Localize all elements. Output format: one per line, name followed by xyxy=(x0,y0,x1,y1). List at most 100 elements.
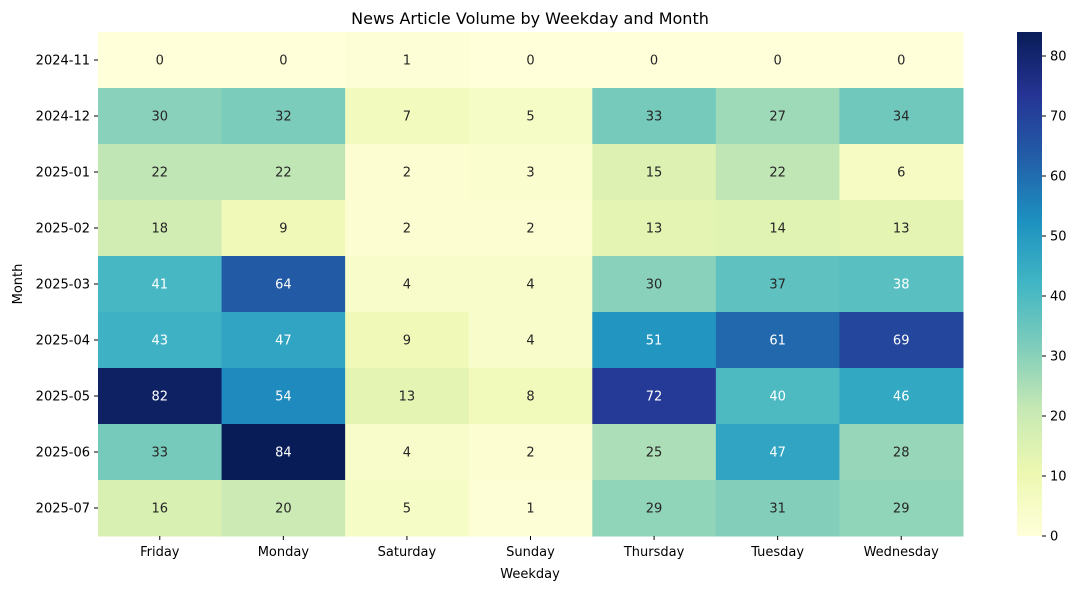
heatmap-cell xyxy=(468,424,593,481)
cell-value-label: 27 xyxy=(769,110,786,125)
heatmap-cell xyxy=(345,88,470,145)
heatmap-cell xyxy=(221,368,346,425)
cell-value-label: 13 xyxy=(893,222,910,237)
heatmap-cell xyxy=(221,32,346,89)
cell-value-label: 40 xyxy=(769,390,786,405)
cell-value-label: 41 xyxy=(152,278,169,293)
heatmap-cell xyxy=(345,32,470,89)
y-tick-label: 2025-03 xyxy=(36,278,90,293)
cell-value-label: 13 xyxy=(399,390,416,405)
cell-value-label: 9 xyxy=(279,222,287,237)
cell-value-label: 0 xyxy=(897,54,905,69)
cell-value-label: 47 xyxy=(275,334,292,349)
heatmap-cell xyxy=(715,312,840,369)
heatmap-cell xyxy=(468,368,593,425)
heatmap-cell xyxy=(839,480,964,537)
cell-value-label: 5 xyxy=(526,110,534,125)
x-tick-labels: Friday Monday Saturday Sunday Thursday Tuesda… xyxy=(140,536,939,560)
heatmap-cell xyxy=(715,32,840,89)
heatmap-cell xyxy=(715,88,840,145)
heatmap-cell xyxy=(468,88,593,145)
heatmap-cell xyxy=(345,424,470,481)
cell-value-label: 8 xyxy=(526,390,534,405)
heatmap-cell xyxy=(345,368,470,425)
heatmap-cell xyxy=(345,256,470,313)
heatmap-cell xyxy=(221,88,346,145)
cell-value-label: 0 xyxy=(526,54,534,69)
heatmap-cell xyxy=(839,256,964,313)
cell-value-label: 0 xyxy=(650,54,658,69)
cell-value-label: 18 xyxy=(152,222,169,237)
cell-value-label: 29 xyxy=(646,502,663,517)
cell-value-label: 0 xyxy=(773,54,781,69)
heatmap-cell xyxy=(592,256,717,313)
colorbar-tick-label: 30 xyxy=(1050,350,1067,365)
chart-title: News Article Volume by Weekday and Month xyxy=(351,9,709,28)
heatmap-cell xyxy=(98,32,223,89)
cell-value-label: 32 xyxy=(275,110,292,125)
cell-value-label: 4 xyxy=(403,446,411,461)
heatmap-cell xyxy=(839,368,964,425)
cell-value-label: 34 xyxy=(893,110,910,125)
heatmap-cell xyxy=(98,88,223,145)
y-tick-label: 2024-11 xyxy=(36,54,90,69)
cell-value-label: 2 xyxy=(526,446,534,461)
heatmap-cell xyxy=(221,144,346,201)
heatmap-cell xyxy=(98,256,223,313)
heatmap-cell xyxy=(839,312,964,369)
y-tick-label: 2024-12 xyxy=(36,110,90,125)
cell-value-label: 22 xyxy=(152,166,169,181)
heatmap-cell xyxy=(839,200,964,257)
heatmap-cell xyxy=(839,32,964,89)
heatmap-cell xyxy=(592,424,717,481)
y-tick-label: 2025-02 xyxy=(36,222,90,237)
heatmap-cell xyxy=(221,312,346,369)
cell-value-label: 37 xyxy=(769,278,786,293)
cell-value-label: 1 xyxy=(403,54,411,69)
heatmap-cell xyxy=(468,32,593,89)
cell-value-label: 38 xyxy=(893,278,910,293)
colorbar-gradient xyxy=(1017,32,1042,536)
cell-value-label: 25 xyxy=(646,446,663,461)
cell-value-label: 1 xyxy=(526,502,534,517)
colorbar-tick-label: 50 xyxy=(1050,230,1067,245)
cell-value-label: 4 xyxy=(403,278,411,293)
cell-value-label: 0 xyxy=(279,54,287,69)
heatmap-cell xyxy=(345,144,470,201)
y-tick-label: 2025-05 xyxy=(36,390,90,405)
heatmap-cell xyxy=(839,88,964,145)
heatmap-cell xyxy=(715,480,840,537)
cell-value-label: 30 xyxy=(646,278,663,293)
colorbar-tick-label: 20 xyxy=(1050,410,1067,425)
heatmap-cell xyxy=(592,312,717,369)
x-tick-label: Friday xyxy=(140,545,180,560)
cell-value-label: 22 xyxy=(769,166,786,181)
heatmap-cell xyxy=(98,424,223,481)
cell-value-label: 13 xyxy=(646,222,663,237)
heatmap-cell xyxy=(345,312,470,369)
cell-value-label: 28 xyxy=(893,446,910,461)
heatmap-cell xyxy=(468,256,593,313)
cell-value-label: 2 xyxy=(526,222,534,237)
cell-value-label: 43 xyxy=(152,334,169,349)
heatmap-cell xyxy=(715,200,840,257)
cell-value-label: 47 xyxy=(769,446,786,461)
colorbar-tick-label: 70 xyxy=(1050,110,1067,125)
y-tick-label: 2025-01 xyxy=(36,166,90,181)
cell-value-label: 16 xyxy=(152,502,169,517)
x-tick-label: Wednesday xyxy=(864,545,940,560)
cell-value-label: 4 xyxy=(526,334,534,349)
cell-value-label: 14 xyxy=(769,222,786,237)
colorbar-tick-label: 40 xyxy=(1050,290,1067,305)
cell-value-label: 0 xyxy=(156,54,164,69)
heatmap-cell xyxy=(221,256,346,313)
colorbar-tick-label: 10 xyxy=(1050,470,1067,485)
heatmap-cell xyxy=(98,312,223,369)
heatmap-cell xyxy=(98,144,223,201)
heatmap-cell xyxy=(592,200,717,257)
y-tick-label: 2025-04 xyxy=(36,334,90,349)
heatmap-cell xyxy=(345,200,470,257)
cell-value-label: 2 xyxy=(403,166,411,181)
cell-value-label: 72 xyxy=(646,390,663,405)
heatmap-cell xyxy=(98,480,223,537)
